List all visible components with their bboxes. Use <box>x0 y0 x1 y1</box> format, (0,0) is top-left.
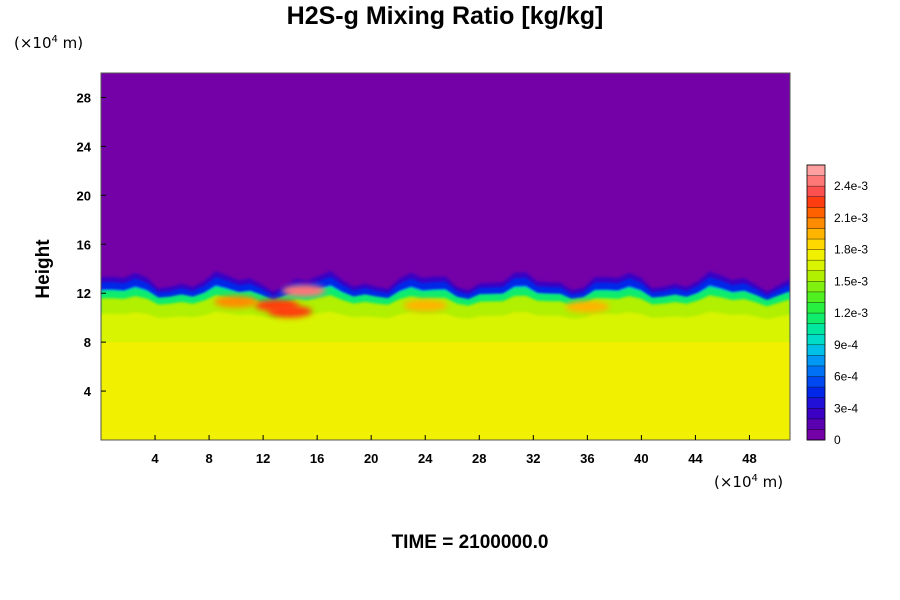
colorbar-swatch <box>807 165 825 176</box>
y-unit-suffix: m) <box>57 34 84 52</box>
x-tick-label: 28 <box>472 451 486 466</box>
x-tick-label: 44 <box>688 451 703 466</box>
colorbar-swatch <box>807 418 825 430</box>
x-tick-label: 40 <box>634 451 648 466</box>
x-tick-label: 32 <box>526 451 540 466</box>
colorbar-swatch <box>807 270 825 282</box>
time-label: TIME = 2100000.0 <box>391 532 549 553</box>
colorbar-swatch <box>807 291 825 303</box>
x-unit-exponent: 4 <box>751 473 758 484</box>
field-hotspot <box>565 300 610 313</box>
colorbar-swatch <box>807 344 825 356</box>
colorbar-swatch <box>807 249 825 261</box>
colorbar-swatch <box>807 323 825 335</box>
colorbar-swatch <box>807 281 825 293</box>
colorbar-tick-label: 6e-4 <box>834 370 858 384</box>
x-tick-label: 36 <box>580 451 594 466</box>
x-tick-label: 12 <box>256 451 270 466</box>
colorbar-tick-label: 3e-4 <box>834 401 858 415</box>
colorbar-swatch <box>807 313 825 324</box>
field-hotspot <box>214 295 259 308</box>
field-hotspot <box>268 305 313 318</box>
y-tick-label: 28 <box>77 90 91 105</box>
y-tick-label: 24 <box>77 139 92 154</box>
colorbar-tick-label: 2.4e-3 <box>834 179 868 193</box>
x-tick-label: 4 <box>151 451 159 466</box>
colorbar-frame <box>806 164 826 441</box>
colorbar-swatch <box>807 355 825 367</box>
y-tick-label: 4 <box>84 384 92 399</box>
colorbar-swatch <box>807 334 825 346</box>
colorbar-swatch <box>807 260 825 272</box>
colorbar-swatch <box>807 387 825 398</box>
colorbar-tick-label: 2.1e-3 <box>834 211 868 225</box>
colorbar-swatch <box>807 239 825 250</box>
x-unit-suffix: m) <box>757 473 784 491</box>
x-tick-label: 16 <box>310 451 324 466</box>
colorbar-tick-label: 1.2e-3 <box>834 306 868 320</box>
colorbar-swatch <box>807 408 825 420</box>
y-unit-prefix: (×10 <box>14 34 52 52</box>
colorbar-swatch <box>807 207 825 219</box>
x-tick-label: 24 <box>418 451 433 466</box>
colorbar-swatch <box>807 429 825 441</box>
x-axis-unit: (×104 m) <box>714 473 783 491</box>
x-axis: 4 8 12 16 20 24 28 32 36 40 44 48 <box>151 435 757 466</box>
colorbar-tick-label: 1.8e-3 <box>834 243 868 257</box>
y-tick-label: 8 <box>84 335 91 350</box>
y-tick-label: 16 <box>77 237 91 252</box>
chart-title: H2S-g Mixing Ratio [kg/kg] <box>286 2 604 30</box>
field-lower-layer <box>101 342 790 440</box>
field-hotspot <box>281 284 326 297</box>
x-tick-label: 48 <box>742 451 756 466</box>
x-tick-label: 8 <box>205 451 212 466</box>
plot-frame <box>100 72 791 441</box>
y-unit-exponent: 4 <box>51 34 58 45</box>
colorbar-tick-label: 9e-4 <box>834 338 858 352</box>
x-unit-prefix: (×10 <box>714 473 752 491</box>
colorbar-tick-label: 0 <box>834 433 841 447</box>
colorbar-swatch <box>807 175 825 187</box>
plot-area <box>101 73 790 440</box>
colorbar-swatch <box>807 217 825 229</box>
y-tick-label: 20 <box>77 188 91 203</box>
y-axis-unit: (×104 m) <box>14 34 83 52</box>
field-hotspot <box>403 299 448 312</box>
colorbar: 0 3e-4 6e-4 9e-4 1.2e-3 1.5e-3 1.8e-3 2.1e-3 2.4… <box>806 164 868 447</box>
colorbar-swatch <box>807 228 825 240</box>
colorbar-swatch <box>807 186 825 198</box>
colorbar-swatch <box>807 397 825 409</box>
y-axis: 4 8 12 16 20 24 28 <box>77 90 106 399</box>
colorbar-swatch <box>807 196 825 208</box>
y-tick-label: 12 <box>77 286 91 301</box>
x-tick-label: 20 <box>364 451 378 466</box>
colorbar-swatch <box>807 365 825 377</box>
colorbar-swatch <box>807 376 825 388</box>
colorbar-swatch <box>807 302 825 314</box>
colorbar-tick-label: 1.5e-3 <box>834 274 868 288</box>
